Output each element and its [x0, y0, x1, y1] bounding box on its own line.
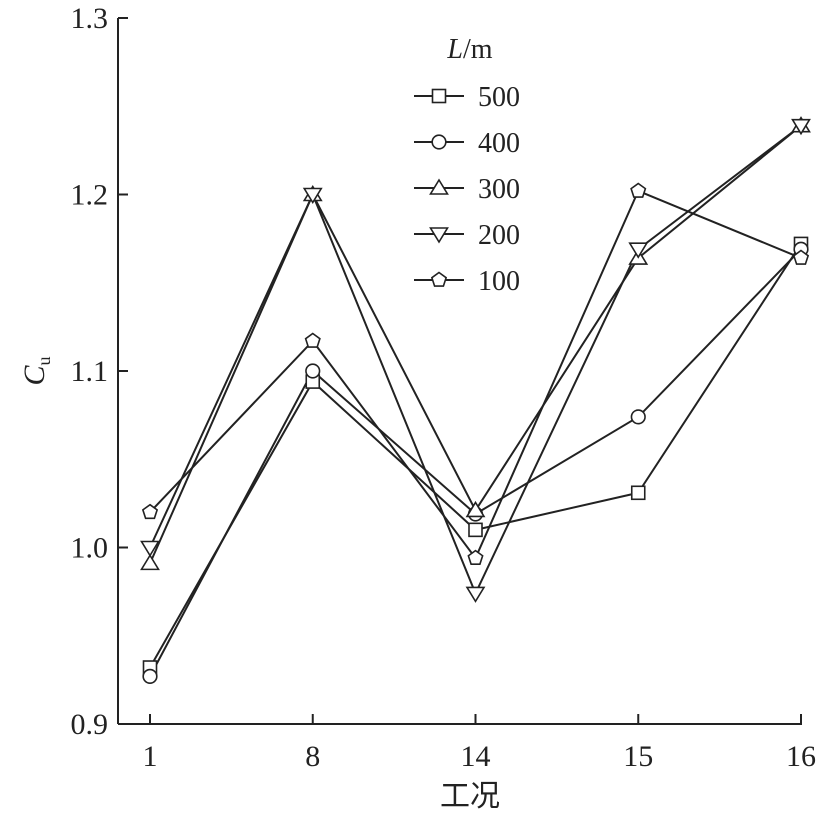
legend-label: 500: [478, 82, 520, 113]
x-axis-label: 工况: [440, 780, 500, 813]
x-tick-label: 8: [305, 740, 320, 773]
series-line-400: [149, 248, 802, 677]
data-point-200: [302, 187, 323, 205]
data-point-400: [142, 668, 158, 684]
legend-title-unit: /m: [463, 34, 493, 65]
series-markers-400: [142, 241, 809, 684]
legend-marker-200: [429, 227, 449, 244]
x-tick-label: 15: [623, 740, 653, 773]
data-point-200: [628, 242, 649, 259]
legend-marker-500: [431, 88, 447, 104]
y-axis-label: Cu: [18, 356, 54, 385]
data-point-200: [140, 540, 160, 558]
data-point-100: [630, 182, 647, 198]
data-point-100: [792, 249, 810, 265]
data-point-400: [630, 409, 646, 425]
y-axis-label-subscript: u: [34, 356, 54, 365]
data-point-100: [467, 549, 484, 565]
x-tick-label: 16: [786, 740, 816, 773]
y-tick-label: 1.0: [71, 532, 109, 565]
series-500: [149, 243, 802, 669]
data-point-200: [465, 586, 486, 603]
data-point-300: [140, 553, 160, 571]
axes: 0.9 1.0 1.1 1.2 1.3 1 8 14 15 16: [71, 2, 817, 773]
data-point-100: [304, 332, 321, 348]
series-layer: [140, 116, 811, 684]
data-point-100: [141, 503, 159, 520]
legend-entry-300: 300: [414, 174, 520, 205]
y-tick-label: 1.3: [71, 2, 109, 35]
y-tick-label: 1.2: [71, 179, 109, 212]
legend-entry-500: 500: [414, 82, 520, 113]
series-markers-200: [140, 118, 811, 603]
legend-entry-200: 200: [414, 220, 520, 251]
legend-title: L/m: [446, 34, 492, 65]
legend-title-variable: L: [446, 34, 463, 65]
legend-label: 200: [478, 220, 520, 251]
y-tick-label: 1.1: [71, 355, 109, 388]
data-point-400: [305, 363, 321, 379]
legend-label: 400: [478, 128, 520, 159]
x-tick-label: 14: [461, 740, 491, 773]
x-tick-label: 1: [143, 740, 158, 773]
series-400: [149, 248, 802, 677]
series-markers-500: [142, 236, 809, 675]
legend-label: 300: [478, 174, 520, 205]
series-line-500: [149, 243, 802, 669]
legend-marker-400: [431, 134, 447, 150]
data-point-200: [791, 118, 811, 136]
y-tick-label: 0.9: [71, 708, 109, 741]
y-axis-label-main: C: [18, 365, 51, 386]
legend-marker-300: [429, 178, 449, 195]
series-markers-100: [141, 182, 810, 565]
legend-entry-100: 100: [414, 266, 520, 297]
legend: L/m 500 400 300 200 100: [414, 34, 520, 297]
data-point-500: [630, 485, 646, 501]
data-point-300: [465, 500, 486, 518]
legend-label: 100: [478, 266, 520, 297]
legend-marker-100: [430, 271, 448, 287]
legend-entry-400: 400: [414, 128, 520, 159]
data-point-500: [468, 522, 483, 538]
